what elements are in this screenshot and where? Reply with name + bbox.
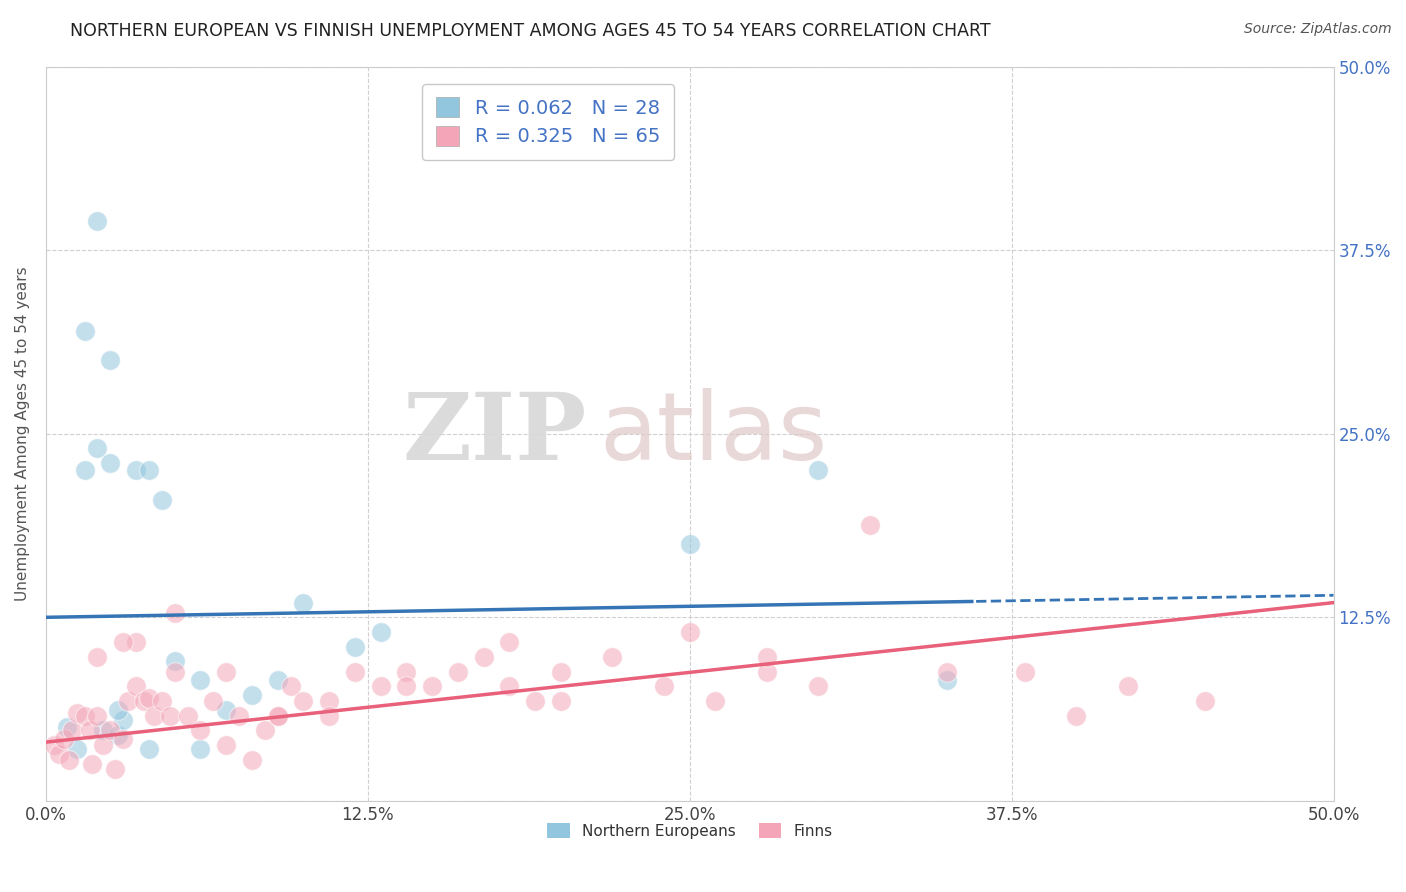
Point <box>550 665 572 679</box>
Point <box>91 738 114 752</box>
Point <box>86 650 108 665</box>
Point <box>936 673 959 688</box>
Point <box>53 732 76 747</box>
Legend: Northern Europeans, Finns: Northern Europeans, Finns <box>540 816 839 845</box>
Point <box>267 673 290 688</box>
Point <box>807 679 830 693</box>
Text: Source: ZipAtlas.com: Source: ZipAtlas.com <box>1244 22 1392 37</box>
Point <box>370 625 392 640</box>
Point <box>240 753 263 767</box>
Point <box>163 665 186 679</box>
Point <box>117 694 139 708</box>
Point <box>215 738 238 752</box>
Point <box>498 679 520 693</box>
Point <box>498 635 520 649</box>
Point <box>143 708 166 723</box>
Point <box>79 723 101 738</box>
Point <box>91 723 114 738</box>
Y-axis label: Unemployment Among Ages 45 to 54 years: Unemployment Among Ages 45 to 54 years <box>15 267 30 601</box>
Point <box>370 679 392 693</box>
Point <box>66 742 89 756</box>
Point <box>104 762 127 776</box>
Point <box>125 679 148 693</box>
Point <box>318 708 340 723</box>
Point <box>138 742 160 756</box>
Point <box>228 708 250 723</box>
Point <box>524 694 547 708</box>
Point <box>98 353 121 368</box>
Text: ZIP: ZIP <box>402 389 586 479</box>
Point <box>215 665 238 679</box>
Text: atlas: atlas <box>599 388 828 480</box>
Point <box>202 694 225 708</box>
Point <box>602 650 624 665</box>
Point <box>55 721 77 735</box>
Point <box>1064 708 1087 723</box>
Point <box>550 694 572 708</box>
Point <box>215 703 238 717</box>
Point <box>280 679 302 693</box>
Point <box>1014 665 1036 679</box>
Point <box>679 625 702 640</box>
Point <box>190 742 212 756</box>
Point <box>343 665 366 679</box>
Point <box>253 723 276 738</box>
Point <box>704 694 727 708</box>
Point <box>163 654 186 668</box>
Point <box>679 537 702 551</box>
Point <box>138 463 160 477</box>
Point <box>343 640 366 654</box>
Point <box>132 694 155 708</box>
Point <box>240 688 263 702</box>
Point <box>1116 679 1139 693</box>
Point <box>73 463 96 477</box>
Point <box>1194 694 1216 708</box>
Point <box>73 708 96 723</box>
Point <box>60 723 83 738</box>
Point <box>163 606 186 620</box>
Point <box>292 596 315 610</box>
Point <box>86 442 108 456</box>
Point <box>472 650 495 665</box>
Point <box>58 753 80 767</box>
Point <box>190 673 212 688</box>
Point <box>98 456 121 470</box>
Point <box>86 708 108 723</box>
Point <box>82 757 104 772</box>
Point <box>756 665 779 679</box>
Point <box>107 703 129 717</box>
Point <box>159 708 181 723</box>
Point <box>318 694 340 708</box>
Point <box>936 665 959 679</box>
Point <box>395 665 418 679</box>
Point <box>447 665 470 679</box>
Point <box>395 679 418 693</box>
Point <box>125 635 148 649</box>
Point <box>190 723 212 738</box>
Point <box>112 713 135 727</box>
Point <box>807 463 830 477</box>
Point <box>98 723 121 738</box>
Point <box>420 679 443 693</box>
Point <box>138 691 160 706</box>
Point <box>73 324 96 338</box>
Point <box>756 650 779 665</box>
Point <box>112 635 135 649</box>
Point <box>292 694 315 708</box>
Point <box>66 706 89 720</box>
Point <box>267 708 290 723</box>
Point <box>125 463 148 477</box>
Point <box>150 694 173 708</box>
Point <box>176 708 198 723</box>
Point <box>107 728 129 742</box>
Point <box>86 214 108 228</box>
Point <box>42 738 65 752</box>
Point <box>48 747 70 761</box>
Point <box>267 708 290 723</box>
Text: NORTHERN EUROPEAN VS FINNISH UNEMPLOYMENT AMONG AGES 45 TO 54 YEARS CORRELATION : NORTHERN EUROPEAN VS FINNISH UNEMPLOYMEN… <box>70 22 991 40</box>
Point <box>859 517 882 532</box>
Point <box>112 732 135 747</box>
Point <box>652 679 675 693</box>
Point <box>150 492 173 507</box>
